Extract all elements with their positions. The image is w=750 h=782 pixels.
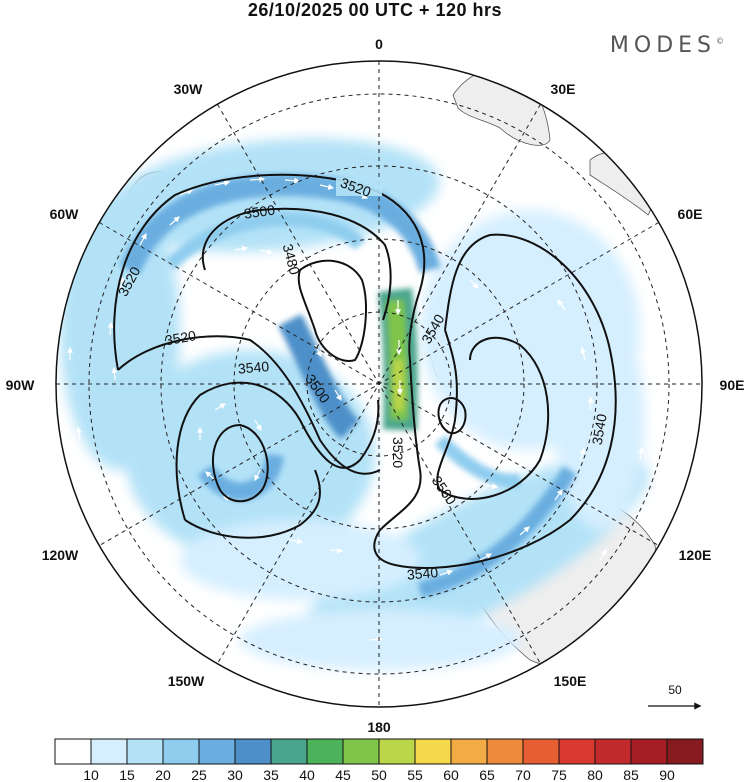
map-border xyxy=(55,60,703,708)
lon-label-30w: 30W xyxy=(174,81,204,97)
colorbar-swatch xyxy=(162,738,200,765)
colorbar-swatch xyxy=(522,738,560,765)
colorbar-tick: 65 xyxy=(479,767,495,782)
colorbar-tick: 75 xyxy=(551,767,567,782)
lon-label-120e: 120E xyxy=(679,547,712,563)
wind-reference-value: 50 xyxy=(668,683,682,697)
colorbar-tick: 55 xyxy=(407,767,423,782)
colorbar-swatch xyxy=(414,738,452,765)
height-contours xyxy=(113,173,617,569)
lon-label-150e: 150E xyxy=(554,673,587,689)
chart-title: 26/10/2025 00 UTC + 120 hrs xyxy=(247,0,503,20)
colorbar-swatch xyxy=(306,738,344,765)
colorbar-tick: 50 xyxy=(371,767,387,782)
lon-label-150w: 150W xyxy=(168,673,205,689)
contour-label: 3500 xyxy=(243,202,276,222)
colorbar-swatch xyxy=(666,738,704,765)
graticule xyxy=(56,61,702,707)
colorbar-swatch xyxy=(270,738,308,765)
colorbar-tick: 30 xyxy=(227,767,243,782)
colorbar-tick: 35 xyxy=(263,767,279,782)
colorbar-tick: 15 xyxy=(119,767,135,782)
colorbar-tick: 60 xyxy=(443,767,459,782)
colorbar-swatch xyxy=(450,738,488,765)
brand-mark: © xyxy=(716,36,724,46)
colorbar-swatch xyxy=(90,738,128,765)
contour-label: 3520 xyxy=(164,327,198,348)
lon-label-30e: 30E xyxy=(551,81,576,97)
contour-label: 3540 xyxy=(406,564,439,583)
colorbar-tick: 70 xyxy=(515,767,531,782)
colorbar-tick: 25 xyxy=(191,767,207,782)
colorbar-tick: 90 xyxy=(659,767,675,782)
lon-label-60w: 60W xyxy=(50,206,80,222)
colorbar-swatch xyxy=(378,738,416,765)
contour-label: 3480 xyxy=(280,242,304,276)
colorbar-swatch xyxy=(342,738,380,765)
colorbar-swatch xyxy=(54,738,92,765)
lon-label-0: 0 xyxy=(375,36,383,52)
colorbar-swatch xyxy=(234,738,272,765)
colorbar-tick: 20 xyxy=(155,767,171,782)
colorbar-swatch xyxy=(486,738,524,765)
colorbar-tick: 85 xyxy=(623,767,639,782)
colorbar-swatch xyxy=(198,738,236,765)
colorbar-tick: 10 xyxy=(83,767,99,782)
brand-logo: MODES© xyxy=(610,33,724,58)
colorbar-tick: 40 xyxy=(299,767,315,782)
wind-vectors xyxy=(67,176,645,643)
lon-label-90e: 90E xyxy=(720,377,745,393)
lon-label-60e: 60E xyxy=(678,206,703,222)
colorbar-swatch xyxy=(558,738,596,765)
lon-label-90w: 90W xyxy=(6,377,36,393)
longitude-labels: 0 30E 60E 90E 120E 150E 180 150W 120W 90… xyxy=(6,36,745,735)
lon-label-180: 180 xyxy=(367,719,391,735)
lon-label-120w: 120W xyxy=(42,547,79,563)
colorbar-swatch xyxy=(630,738,668,765)
wind-reference: 50 xyxy=(648,683,702,710)
contour-label: 3520 xyxy=(390,437,406,468)
brand-name: MODES xyxy=(609,33,716,58)
contour-label: 3540 xyxy=(237,358,270,377)
colorbar-tick: 45 xyxy=(335,767,351,782)
colorbar-swatch xyxy=(594,738,632,765)
colorbar-swatch xyxy=(126,738,164,765)
contour-label: 3540 xyxy=(589,412,610,446)
colorbar-tick: 80 xyxy=(587,767,603,782)
